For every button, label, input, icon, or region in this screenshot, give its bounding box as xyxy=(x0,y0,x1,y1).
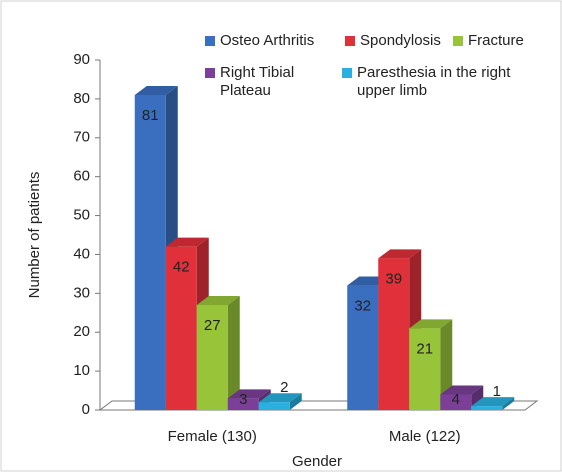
bar-top xyxy=(258,393,302,403)
bar xyxy=(227,398,259,410)
bar xyxy=(196,305,228,410)
x-axis-title: Gender xyxy=(292,453,342,470)
data-label: 81 xyxy=(142,107,159,124)
bar-top xyxy=(471,397,515,407)
legend-swatch xyxy=(205,68,215,78)
bar-top xyxy=(165,237,209,247)
data-label: 32 xyxy=(354,298,371,315)
data-label: 4 xyxy=(452,391,460,408)
bar-top xyxy=(134,86,178,95)
data-label: 21 xyxy=(416,340,433,357)
x-tick-label: Female (130) xyxy=(168,428,257,445)
data-label: 2 xyxy=(280,379,288,396)
legend-swatch xyxy=(345,36,355,46)
data-label: 42 xyxy=(173,259,190,276)
y-tick-label: 10 xyxy=(73,362,90,379)
bar xyxy=(440,394,472,410)
bar-top xyxy=(196,296,240,305)
legend-item: Fracture xyxy=(453,32,553,50)
bar xyxy=(258,402,290,410)
bar xyxy=(134,95,166,410)
y-tick-label: 50 xyxy=(73,207,90,224)
y-tick-label: 70 xyxy=(73,129,90,146)
data-label: 3 xyxy=(239,391,247,408)
y-tick-label: 30 xyxy=(73,284,90,301)
data-label: 27 xyxy=(204,317,221,334)
legend-swatch xyxy=(453,36,463,46)
bar-top xyxy=(378,249,422,259)
bar-side xyxy=(502,397,515,410)
bar xyxy=(409,328,441,410)
legend-item: Osteo Arthritis xyxy=(205,32,345,50)
y-tick-label: 40 xyxy=(73,245,90,262)
bar xyxy=(378,258,410,410)
data-label: 1 xyxy=(493,383,501,400)
legend-label: Osteo Arthritis xyxy=(220,32,315,49)
legend-label: Right Tibial Plateau xyxy=(220,64,295,99)
bar-top xyxy=(227,389,271,399)
data-label: 39 xyxy=(385,270,402,287)
bar-top xyxy=(409,319,453,329)
bar-side xyxy=(440,319,453,410)
bar xyxy=(471,406,503,410)
bar-side xyxy=(289,393,302,410)
x-tick-label: Male (122) xyxy=(389,428,461,445)
bar xyxy=(347,285,379,410)
legend-item: Right Tibial Plateau xyxy=(205,64,345,100)
y-tick-label: 20 xyxy=(73,323,90,340)
legend-swatch xyxy=(205,36,215,46)
y-axis-title: Number of patients xyxy=(26,172,43,299)
legend-swatch xyxy=(342,68,352,78)
legend-label: Spondylosis xyxy=(360,32,441,49)
legend-item: Paresthesia in the right upper limb xyxy=(342,64,552,100)
legend-label: Fracture xyxy=(468,32,524,49)
y-tick-label: 0 xyxy=(82,401,90,418)
y-tick-label: 90 xyxy=(73,51,90,68)
y-tick-label: 60 xyxy=(73,168,90,185)
legend-item: Spondylosis xyxy=(345,32,455,50)
bar xyxy=(165,246,197,410)
bar-side xyxy=(227,296,240,410)
bar-top xyxy=(440,385,484,395)
legend-label: Paresthesia in the right upper limb xyxy=(357,64,511,99)
y-tick-label: 80 xyxy=(73,90,90,107)
